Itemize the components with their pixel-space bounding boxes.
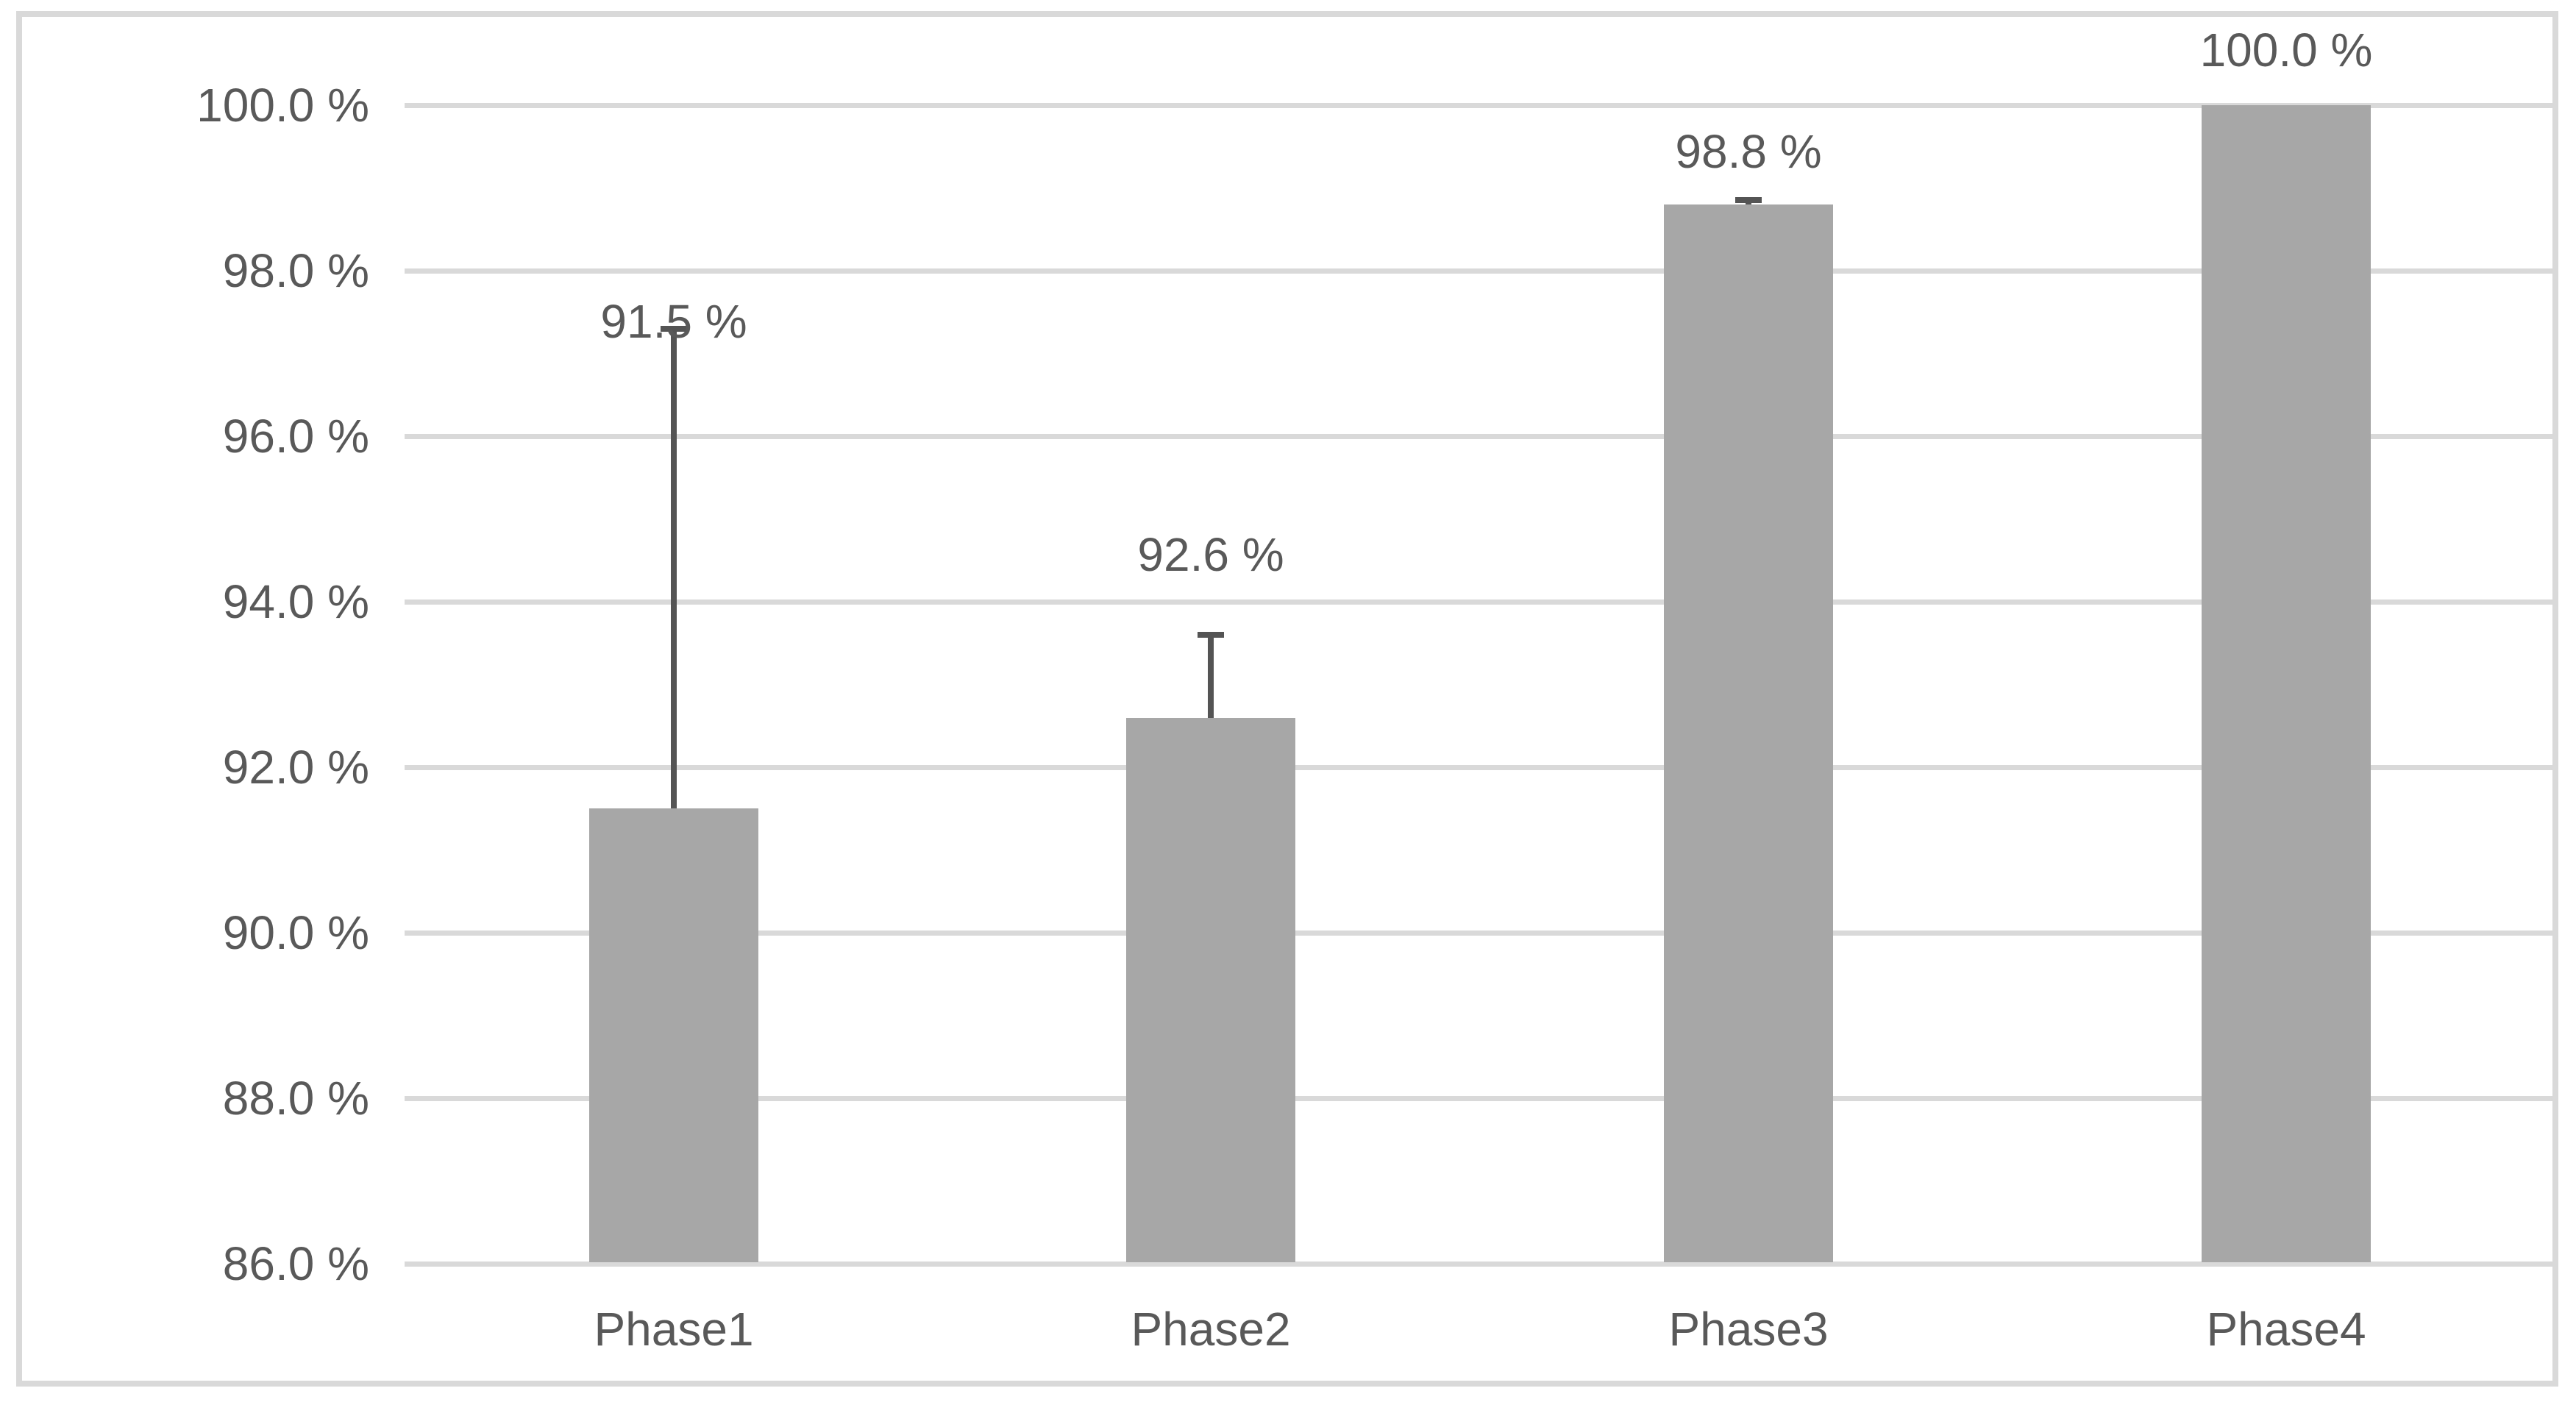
- gridline: [405, 1096, 2552, 1101]
- data-label-phase1: 91.5 %: [600, 295, 747, 348]
- bar-phase2: [1126, 717, 1295, 1262]
- x-axis-label-phase3: Phase3: [1668, 1303, 1829, 1356]
- error-bar-cap: [1735, 197, 1762, 204]
- data-label-phase2: 92.6 %: [1137, 528, 1284, 581]
- data-label-phase4: 100.0 %: [2199, 24, 2373, 76]
- bar-phase1: [589, 808, 758, 1262]
- y-axis-tick-label: 88.0 %: [222, 1072, 369, 1125]
- y-axis-tick-label: 98.0 %: [222, 244, 369, 297]
- gridline: [405, 103, 2552, 108]
- gridline: [405, 930, 2552, 936]
- error-bar-cap: [1198, 632, 1224, 638]
- x-axis-label-phase4: Phase4: [2206, 1303, 2366, 1356]
- bar-phase3: [1664, 204, 1833, 1262]
- gridline: [405, 1262, 2552, 1267]
- error-bar-whisker: [671, 328, 677, 809]
- y-axis-tick-label: 90.0 %: [222, 906, 369, 959]
- error-bar-cap: [661, 325, 687, 332]
- bar-phase4: [2202, 105, 2371, 1262]
- error-bar-whisker: [1208, 635, 1214, 718]
- y-axis-tick-label: 86.0 %: [222, 1237, 369, 1290]
- y-axis-tick-label: 96.0 %: [222, 410, 369, 463]
- gridline: [405, 434, 2552, 439]
- y-axis-tick-label: 92.0 %: [222, 741, 369, 794]
- data-label-phase3: 98.8 %: [1675, 125, 1822, 178]
- y-axis-tick-label: 94.0 %: [222, 575, 369, 628]
- gridline: [405, 268, 2552, 274]
- x-axis-label-phase1: Phase1: [594, 1303, 754, 1356]
- gridline: [405, 765, 2552, 770]
- x-axis-label-phase2: Phase2: [1131, 1303, 1291, 1356]
- gridline: [405, 599, 2552, 605]
- y-axis-tick-label: 100.0 %: [196, 79, 369, 132]
